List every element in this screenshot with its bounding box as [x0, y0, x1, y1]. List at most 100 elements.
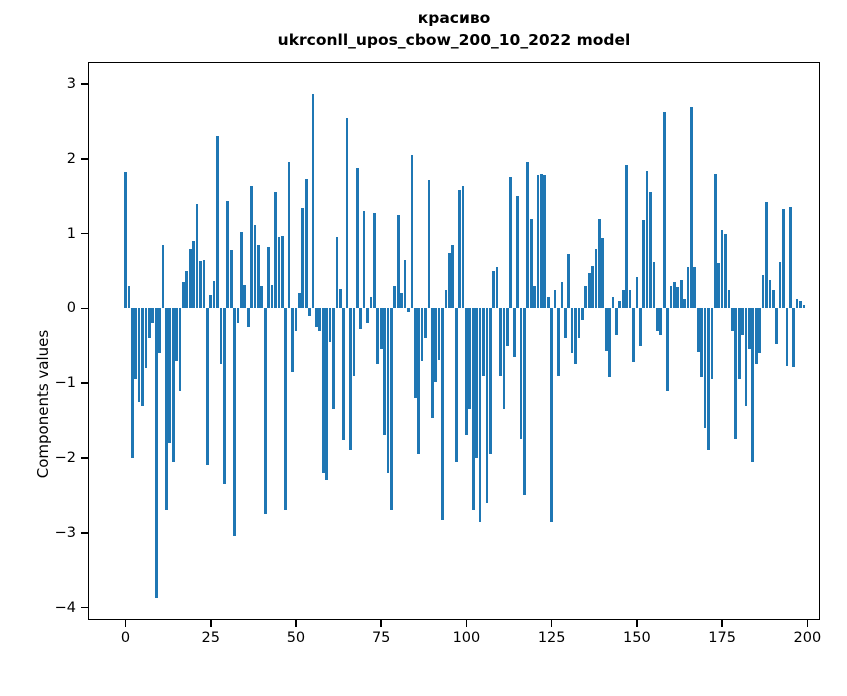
bar	[645, 170, 649, 309]
bar	[529, 218, 533, 309]
bar	[171, 308, 175, 462]
bar	[342, 308, 346, 440]
x-tick	[465, 620, 468, 628]
bar	[376, 308, 380, 365]
bar	[188, 248, 192, 309]
bar	[475, 308, 478, 458]
bar	[662, 112, 666, 309]
bar	[219, 308, 223, 365]
bar	[546, 297, 550, 309]
bar	[274, 191, 277, 309]
bar	[246, 308, 250, 328]
bar	[332, 308, 335, 410]
bar	[523, 308, 526, 496]
bar	[625, 164, 629, 309]
bar	[250, 186, 253, 309]
bar	[659, 308, 663, 335]
bar	[202, 259, 206, 309]
bar	[591, 265, 594, 309]
bar	[270, 285, 274, 309]
chart-title-block: красиво ukrconll_upos_cbow_200_10_2022 m…	[88, 7, 820, 52]
y-tick	[80, 457, 88, 459]
x-tick	[380, 620, 382, 628]
bar	[778, 261, 782, 309]
bar	[693, 267, 697, 309]
bar	[127, 285, 131, 309]
bar	[141, 308, 144, 406]
bar	[287, 162, 291, 309]
bar	[185, 270, 189, 309]
x-tick-label: 150	[623, 630, 651, 646]
bar	[758, 308, 761, 354]
bar	[707, 308, 710, 451]
bar	[584, 285, 588, 309]
bar	[638, 308, 642, 346]
bar	[734, 308, 738, 440]
bar	[461, 186, 465, 309]
bar	[410, 155, 414, 309]
bar	[703, 308, 707, 428]
bar	[795, 299, 799, 309]
bar	[471, 308, 475, 511]
bar	[294, 308, 298, 331]
bar	[465, 308, 468, 436]
bar	[768, 279, 772, 309]
bar	[587, 273, 591, 309]
y-tick-label: 2	[66, 150, 76, 167]
x-tick-label: 175	[708, 630, 736, 646]
x-tick-label: 200	[793, 630, 822, 646]
bar	[611, 297, 615, 309]
x-tick	[550, 620, 553, 628]
y-tick	[80, 232, 88, 235]
bar	[280, 235, 284, 309]
bar	[485, 308, 489, 503]
x-tick	[636, 620, 638, 628]
bar	[379, 308, 383, 350]
bar	[526, 162, 530, 309]
x-tick-label: 0	[120, 630, 131, 646]
x-tick	[806, 620, 809, 628]
bar	[516, 196, 519, 309]
bar	[430, 308, 434, 419]
bar	[130, 308, 134, 458]
bar	[550, 308, 553, 522]
bar	[621, 289, 625, 309]
bar	[298, 293, 301, 309]
bar	[362, 211, 366, 309]
bar	[499, 308, 502, 376]
bar	[373, 212, 376, 309]
bar	[495, 267, 499, 309]
bar	[253, 224, 257, 309]
bar	[724, 233, 727, 309]
bar	[444, 289, 448, 309]
bar	[563, 308, 567, 339]
x-tick	[124, 620, 127, 628]
bar	[686, 267, 690, 309]
bar	[147, 308, 151, 339]
bar	[666, 308, 669, 391]
bar	[488, 308, 492, 455]
y-tick-label: −2	[54, 449, 76, 466]
y-tick-label: −3	[54, 524, 76, 541]
bar	[505, 308, 509, 346]
bar	[632, 308, 635, 363]
bar	[420, 308, 424, 361]
bar	[628, 289, 632, 309]
bar	[710, 308, 714, 380]
y-tick-label: −1	[54, 375, 76, 392]
bar	[492, 270, 496, 309]
bar	[233, 308, 236, 537]
bar	[580, 308, 584, 320]
bar	[417, 308, 421, 455]
bar	[161, 244, 165, 309]
bar	[604, 308, 608, 351]
bar	[652, 261, 656, 309]
bar	[335, 237, 339, 309]
bar	[570, 308, 574, 354]
bar	[676, 287, 680, 309]
bar	[168, 308, 172, 443]
y-tick-label: −4	[54, 599, 76, 616]
bar	[182, 282, 185, 309]
bar	[437, 308, 441, 360]
bar	[649, 192, 652, 309]
